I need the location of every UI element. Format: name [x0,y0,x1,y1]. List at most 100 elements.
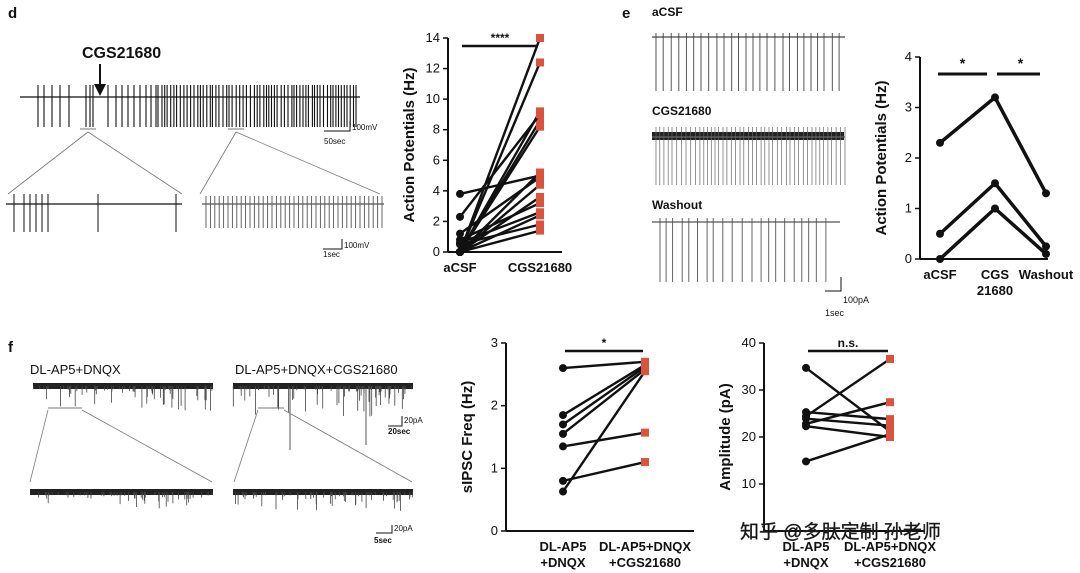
pair-line [805,401,891,426]
point-before [456,189,464,198]
point-after [536,116,544,125]
pair-line [458,126,542,253]
trace-e-washout [652,218,840,282]
pair-line [562,370,646,493]
scale-e-t: 1sec [825,308,845,318]
y-tick-label: 10 [426,91,440,106]
x-category-sublabel: +CGS21680 [609,555,681,570]
y-axis-label: sIPSC Freq (Hz) [459,381,476,494]
point-before [802,457,810,466]
point-after [536,208,544,217]
point-after [536,122,544,131]
y-tick-label: 10 [742,476,756,491]
point-after [641,428,649,437]
point-after [886,415,894,424]
scale-d2-t: 1sec [323,250,340,259]
x-category-label: DL-AP5 [540,539,587,554]
x-category-label: CGS [981,267,1010,282]
point-before [559,364,567,373]
point-after [886,421,894,430]
point-after [536,58,544,67]
significance-label: * [602,336,607,350]
scale-d1-v: 100mV [352,123,378,132]
zoom-line-1a [7,131,89,195]
y-axis-label: Action Potentials (Hz) [873,80,890,235]
y-tick-label: 1 [905,201,912,216]
point-after [886,398,894,407]
y-axis-label: Action Potentials (Hz) [401,67,418,222]
trace-label-acsf: aCSF [652,5,683,19]
trace-d-zoom-2 [202,196,384,228]
panel-f-letter: f [8,339,14,356]
scale-e-i: 100pA [843,295,869,305]
pair-line [562,360,646,370]
point-after [536,180,544,189]
pair-line [805,410,891,421]
scale-d1-t: 50sec [324,137,345,146]
zoom-line-f2a [233,409,259,483]
trace-label-washout: Washout [652,198,702,212]
point-before [559,420,567,429]
y-tick-label: 0 [491,523,498,538]
y-tick-label: 40 [742,335,756,350]
trace-label-cgs: CGS21680 [652,104,712,118]
trace-e-cgs [652,127,846,185]
pair-line [459,195,541,253]
pair-line [459,211,541,244]
y-tick-label: 12 [426,61,440,76]
point-after [536,110,544,119]
x-category-label: DL-AP5+DNQX [599,539,691,554]
y-tick-label: 4 [433,183,440,198]
trace-f-zoom-1 [30,489,213,509]
point-after [536,34,544,42]
zoom-line-2b [235,131,381,195]
point-after [536,192,544,201]
zoom-line-2a [199,131,237,195]
trace-e-acsf [652,33,845,91]
panel-d-letter: d [8,5,17,22]
pair-line [562,431,646,448]
trace-spikes [13,194,177,232]
scale-bar-f1 [388,416,403,427]
pair-line [805,357,891,418]
scale-bar-f2 [376,525,393,534]
trace-spikes [659,218,827,282]
y-tick-label: 3 [491,335,498,350]
point-before [456,212,464,221]
condition-label-2: DL-AP5+DNQX+CGS21680 [235,362,398,377]
pair-line [562,365,646,426]
series-point [936,138,944,147]
significance-label: **** [491,31,510,45]
y-tick-label: 30 [742,382,756,397]
y-tick-label: 2 [905,150,912,165]
trace-spikes [37,85,357,127]
point-after [886,354,894,363]
point-before [456,229,464,238]
pair-line [459,223,541,246]
y-tick-label: 3 [905,100,912,115]
trace-d-long [20,85,360,127]
point-after [641,458,649,467]
point-after [536,220,544,229]
trace-f-zoom-2 [233,489,413,511]
trace-noise-band [652,132,844,140]
series-point [991,93,999,102]
series-point [1042,249,1050,258]
x-category-label: DL-AP5 [783,539,830,554]
trace-events [235,492,413,511]
y-tick-label: 1 [491,460,498,475]
series-point [1042,189,1050,198]
trace-spikes [655,127,846,185]
panel-e-letter: e [622,5,630,22]
x-category-label: aCSF [443,260,476,275]
drug-arrow-icon [94,84,106,96]
scale-f2-i: 20pA [394,524,413,533]
panel-d: d CGS21680 100mV 50sec 100mV 1sec 0 2 4 6 8 1… [6,5,572,275]
chart-d: 0 2 4 6 8 10 12 14 Action Potentials (Hz) aCSF CGS… [401,30,572,275]
y-tick-label: 6 [433,152,440,167]
pair-line [805,424,891,439]
trace-events [232,386,413,417]
series-point [991,179,999,188]
pair-line [459,229,541,254]
